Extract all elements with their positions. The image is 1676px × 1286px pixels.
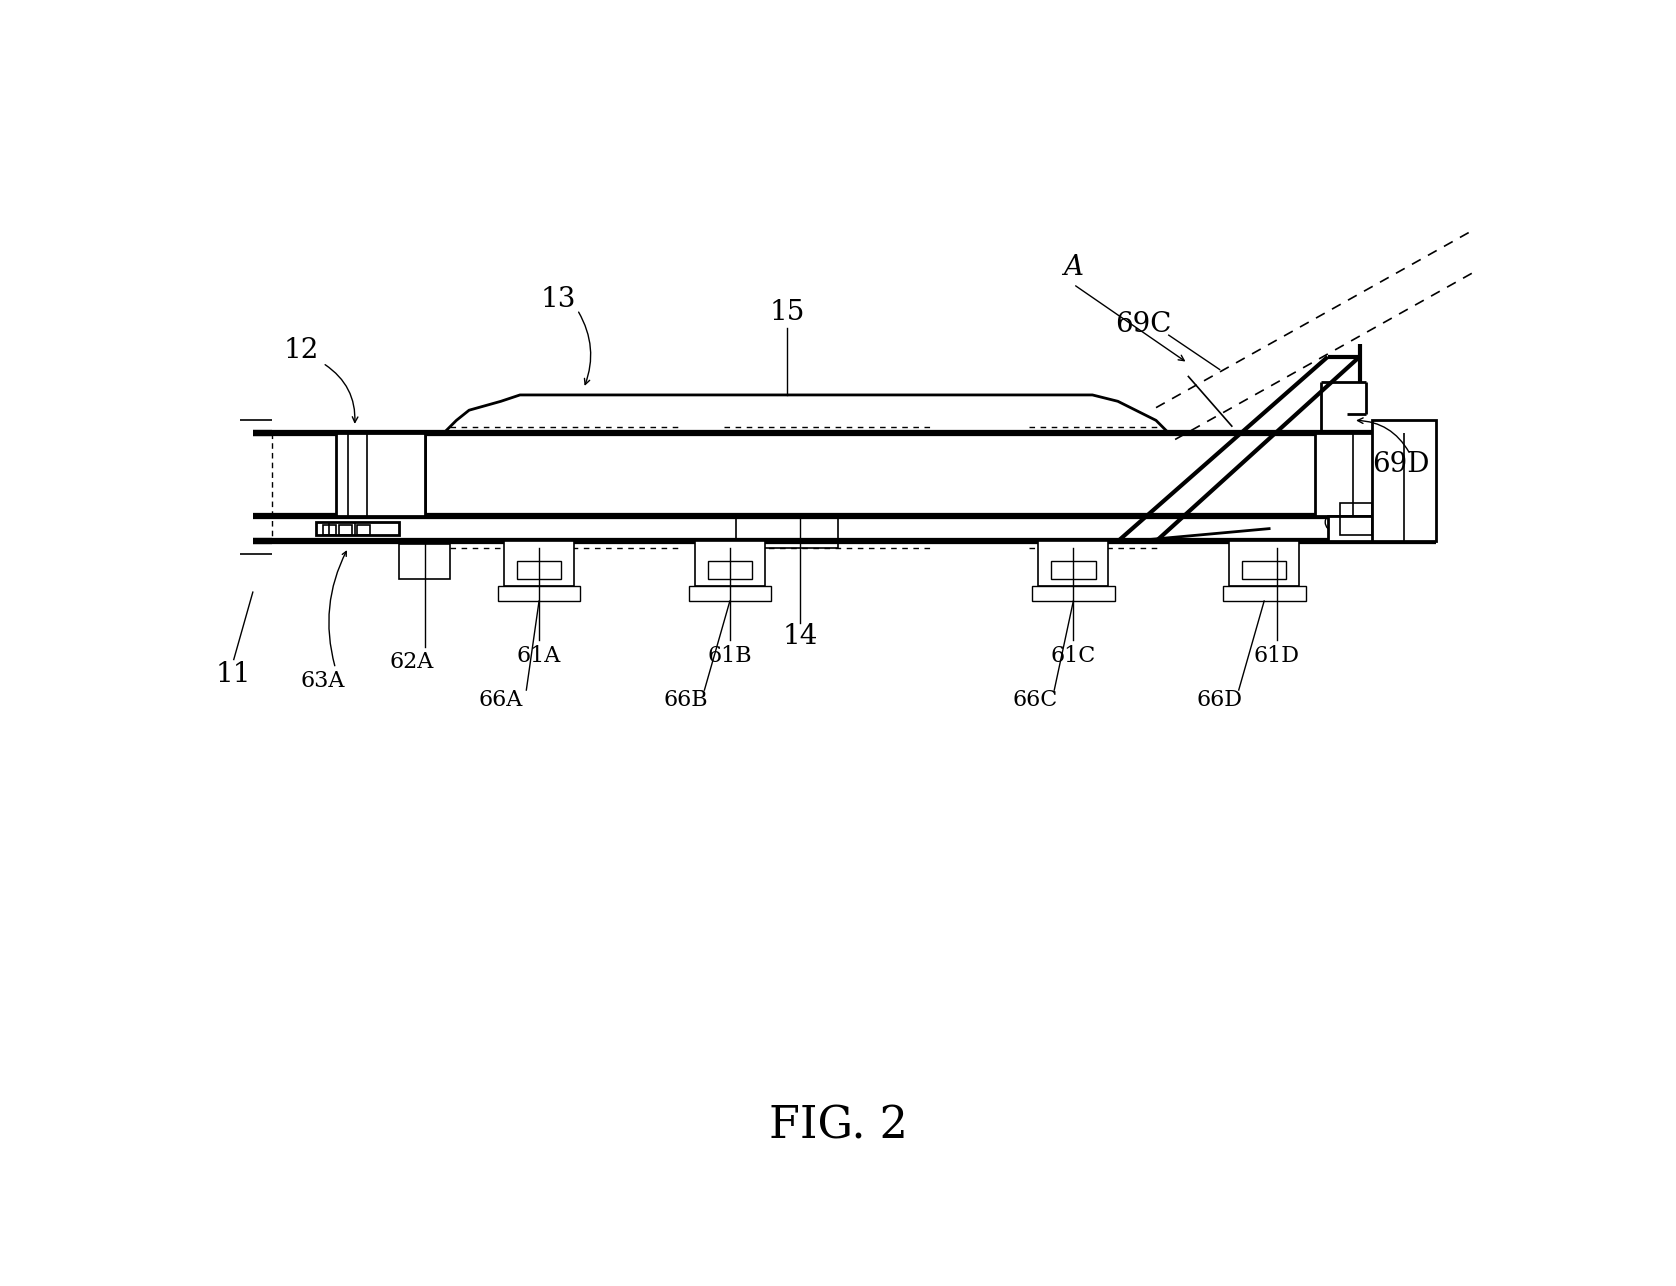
Text: 61D: 61D bbox=[1254, 644, 1301, 666]
Text: 66C: 66C bbox=[1012, 689, 1058, 711]
Text: 13: 13 bbox=[540, 285, 577, 312]
Bar bbox=[335, 433, 424, 516]
Text: 62A: 62A bbox=[391, 651, 434, 673]
Text: 11: 11 bbox=[216, 661, 251, 688]
Text: 61B: 61B bbox=[707, 644, 753, 666]
Bar bbox=[317, 522, 399, 535]
Text: FIG. 2: FIG. 2 bbox=[769, 1105, 907, 1148]
Text: 14: 14 bbox=[783, 624, 818, 651]
Text: 69C: 69C bbox=[1115, 311, 1172, 338]
Bar bbox=[504, 541, 575, 585]
Text: 61C: 61C bbox=[1051, 644, 1096, 666]
Bar bbox=[323, 525, 335, 535]
Bar bbox=[399, 544, 451, 580]
Text: 69D: 69D bbox=[1373, 451, 1430, 478]
Bar bbox=[1051, 561, 1096, 579]
Text: 15: 15 bbox=[769, 298, 804, 325]
Bar bbox=[696, 541, 764, 585]
Text: 66B: 66B bbox=[664, 689, 707, 711]
Bar bbox=[1039, 541, 1108, 585]
Text: 66D: 66D bbox=[1197, 689, 1242, 711]
Bar bbox=[1032, 585, 1115, 601]
Text: 63A: 63A bbox=[300, 670, 345, 692]
Bar bbox=[1242, 561, 1287, 579]
Bar bbox=[1229, 541, 1299, 585]
Text: 12: 12 bbox=[283, 337, 318, 364]
Bar bbox=[498, 585, 580, 601]
Bar bbox=[1327, 516, 1398, 541]
Text: 61A: 61A bbox=[516, 644, 561, 666]
Bar bbox=[707, 561, 753, 579]
Bar bbox=[339, 525, 352, 535]
Bar bbox=[1316, 433, 1404, 516]
Bar bbox=[689, 585, 771, 601]
Bar bbox=[357, 525, 370, 535]
Bar bbox=[1341, 503, 1373, 535]
Text: 66A: 66A bbox=[479, 689, 523, 711]
Text: A: A bbox=[1063, 255, 1083, 282]
Bar bbox=[1373, 421, 1436, 541]
Bar bbox=[516, 561, 561, 579]
Bar bbox=[1223, 585, 1306, 601]
